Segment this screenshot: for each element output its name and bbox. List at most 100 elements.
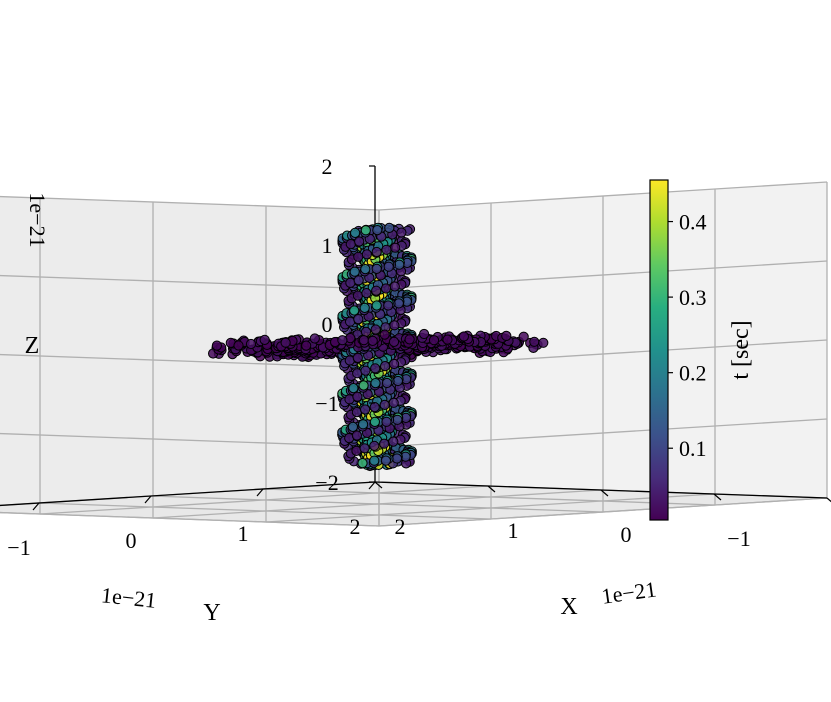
scatter-point: [350, 227, 361, 238]
grid-line: [0, 274, 380, 290]
scatter-point: [369, 440, 380, 451]
scatter-point: [358, 335, 369, 346]
scatter-point: [348, 383, 359, 394]
y-tick-mark: [256, 488, 264, 497]
scatter-point: [353, 275, 364, 286]
scatter-point: [354, 236, 365, 247]
scatter-point: [391, 453, 403, 464]
y-tick-mark: [368, 481, 376, 490]
x-tick-label: 1: [508, 518, 519, 543]
scatter-point: [309, 333, 320, 344]
x-tick-label: 0: [621, 522, 632, 547]
scatter-point: [352, 290, 363, 301]
scatter-point: [280, 337, 291, 348]
y-offset-label: 1e−21: [100, 582, 157, 613]
scatter-point: [419, 328, 430, 340]
colorbar-tick-label: 0.3: [679, 285, 707, 310]
z-axis-label: Z: [25, 333, 40, 359]
grid-line: [0, 195, 380, 211]
scatter-point: [359, 302, 370, 313]
x-tick-mark: [487, 485, 496, 493]
scatter-point: [388, 436, 399, 447]
scatter-point: [384, 222, 395, 233]
scatter-point: [389, 281, 400, 292]
scatter-point: [245, 338, 257, 350]
scatter-point: [369, 402, 380, 413]
scatter-point: [442, 334, 453, 345]
grid-line: [378, 181, 828, 211]
y-tick-mark: [144, 495, 152, 504]
scatter-point: [360, 404, 371, 415]
grid-line: [150, 495, 604, 513]
scatter-point: [301, 340, 312, 351]
scatter-point: [388, 336, 400, 347]
scatter-point: [371, 263, 382, 274]
scatter-point: [345, 239, 356, 250]
x-tick-mark: [713, 493, 722, 501]
scatter-point: [381, 377, 393, 389]
scatter-point: [379, 399, 390, 410]
scatter-point: [428, 335, 440, 346]
scatter-point: [380, 455, 391, 466]
grid-line: [262, 488, 716, 506]
x-offset-label: 1e−21: [600, 576, 658, 608]
scatter-point: [361, 249, 372, 260]
z-tick-label: 1: [322, 233, 333, 258]
scatter-point: [371, 246, 382, 258]
y-axis-label: Y: [203, 600, 220, 626]
y-tick-mark: [32, 502, 40, 511]
scatter-point: [392, 414, 403, 425]
grid-line: [39, 485, 489, 515]
x-tick-label: −1: [727, 526, 750, 551]
colorbar-tick-label: 0.1: [679, 436, 707, 461]
grid-line: [378, 339, 828, 369]
scatter-point: [358, 380, 369, 391]
scatter-point: [371, 285, 382, 296]
scatter-point: [381, 244, 392, 255]
colorbar-gradient: [649, 179, 669, 521]
scatter-point: [351, 430, 362, 441]
scatter-point: [518, 331, 529, 342]
scatter-point: [353, 314, 364, 325]
y-tick-label: −1: [7, 535, 30, 560]
scatter-points: [208, 222, 549, 472]
scatter-point: [259, 334, 270, 345]
y-tick-label: 0: [126, 528, 137, 553]
scatter-point: [538, 337, 549, 348]
colorbar-tick-label: 0.2: [679, 361, 707, 386]
scatter-point: [390, 242, 401, 253]
z-tick-label: 0: [322, 312, 333, 337]
scatter-point: [360, 264, 371, 275]
scatter-point: [367, 335, 378, 346]
scatter-point: [370, 324, 381, 335]
x-tick-mark: [826, 497, 831, 503]
scatter-point: [392, 375, 403, 387]
scatter-point: [233, 340, 244, 351]
z-offset-label: 1e−21: [25, 192, 50, 247]
x-axis-label: X: [560, 594, 577, 620]
scatter-point: [347, 421, 358, 432]
z-tick-label: −1: [315, 391, 338, 416]
scatter-point: [389, 320, 400, 331]
scatter-point: [369, 416, 380, 427]
scatter-point: [381, 416, 392, 427]
grid-line: [0, 353, 380, 369]
scatter-point: [345, 277, 356, 288]
scatter-point: [380, 361, 391, 372]
scatter-point: [357, 458, 368, 469]
scatter-point: [352, 391, 363, 402]
scatter-point: [404, 334, 415, 345]
y-tick-label: 1: [238, 521, 249, 546]
grid-line: [378, 260, 828, 290]
scatter-point: [352, 352, 363, 363]
scatter-point: [349, 266, 360, 277]
scatter-point: [369, 455, 380, 466]
y-tick-label: 2: [350, 514, 361, 539]
scatter-point: [349, 305, 360, 316]
scatter-point: [501, 330, 512, 341]
scatter-point: [383, 261, 394, 272]
scatter-point: [359, 443, 370, 454]
colorbar-label: t [sec]: [728, 320, 754, 379]
